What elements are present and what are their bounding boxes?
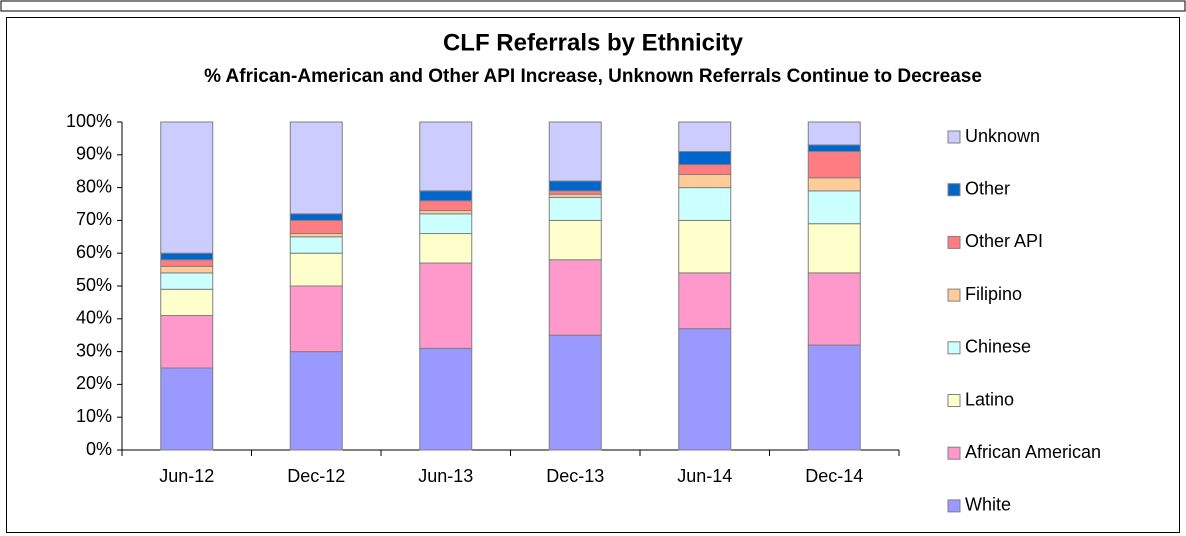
bar-segment: [678, 187, 732, 221]
bar-segment: [160, 121, 214, 254]
y-tick-label: 80%: [76, 176, 112, 196]
bar-segment: [289, 285, 343, 353]
x-tick-label: Dec-13: [546, 466, 604, 486]
bar-segment: [160, 265, 214, 274]
x-tick-label: Jun-13: [418, 466, 473, 486]
bar-segment: [289, 351, 343, 451]
y-tick-label: 100%: [66, 111, 112, 131]
legend-label: Other API: [965, 231, 1043, 251]
bar-segment: [289, 252, 343, 287]
chart-title: CLF Referrals by Ethnicity: [443, 29, 744, 56]
legend-label: Latino: [965, 389, 1014, 409]
y-tick-label: 10%: [76, 406, 112, 426]
bar-segment: [807, 344, 861, 451]
bar-segment: [807, 272, 861, 346]
bar-segment: [807, 121, 861, 146]
bar-segment: [678, 328, 732, 451]
bar-segment: [419, 213, 473, 235]
bar-segment: [419, 200, 473, 212]
bar-segment: [289, 236, 343, 254]
legend-swatch: [947, 341, 961, 355]
bar-segment: [289, 213, 343, 221]
bar-segment: [289, 219, 343, 235]
bar-segment: [419, 190, 473, 202]
bar-segment: [678, 164, 732, 175]
y-tick-label: 20%: [76, 373, 112, 393]
legend-swatch: [947, 130, 961, 144]
bar-segment: [807, 190, 861, 225]
bar-segment: [678, 173, 732, 189]
bar-segment: [160, 252, 214, 261]
bar-segment: [678, 151, 732, 166]
legend-swatch: [947, 499, 961, 513]
legend-swatch: [947, 183, 961, 197]
bar-segment: [678, 121, 732, 153]
legend-swatch: [947, 235, 961, 249]
bar-segment: [548, 219, 602, 261]
bar-segment: [678, 272, 732, 330]
legend-swatch: [947, 288, 961, 302]
legend-swatch: [947, 446, 961, 460]
bar-segment: [807, 223, 861, 274]
bar-segment: [419, 347, 473, 451]
x-tick-label: Jun-12: [159, 466, 214, 486]
bar-segment: [548, 121, 602, 182]
bar-segment: [160, 315, 214, 369]
bar-segment: [419, 262, 473, 349]
bar-segment: [548, 334, 602, 451]
bar-segment: [807, 144, 861, 153]
x-tick-label: Dec-12: [287, 466, 345, 486]
legend-label: Other: [965, 178, 1010, 198]
legend-label: Unknown: [965, 126, 1040, 146]
legend-label: White: [965, 495, 1011, 515]
legend-label: Chinese: [965, 337, 1031, 357]
y-tick-label: 60%: [76, 242, 112, 262]
x-tick-label: Dec-14: [805, 466, 863, 486]
y-tick-label: 40%: [76, 308, 112, 328]
bar-segment: [160, 288, 214, 317]
bar-segment: [548, 180, 602, 192]
y-tick-label: 90%: [76, 144, 112, 164]
bar-segment: [160, 272, 214, 290]
y-tick-label: 30%: [76, 340, 112, 360]
legend-swatch: [947, 394, 961, 407]
y-tick-label: 0%: [86, 439, 112, 459]
legend-label: Filipino: [965, 284, 1022, 304]
y-tick-label: 50%: [76, 275, 112, 295]
y-tick-label: 70%: [76, 209, 112, 229]
bar-segment: [548, 196, 602, 221]
bar-segment: [548, 259, 602, 336]
bar-segment: [160, 367, 214, 451]
bar-segment: [160, 259, 214, 267]
bar-segment: [807, 177, 861, 192]
bar-segment: [807, 151, 861, 179]
bar-segment: [678, 219, 732, 274]
x-tick-label: Jun-14: [677, 466, 732, 486]
chart-subtitle: % African-American and Other API Increas…: [204, 66, 982, 87]
bar-segment: [419, 233, 473, 264]
bar-segment: [289, 121, 343, 215]
bar-segment: [419, 121, 473, 192]
legend-label: African American: [965, 442, 1101, 462]
top-frame: [0, 0, 1186, 12]
